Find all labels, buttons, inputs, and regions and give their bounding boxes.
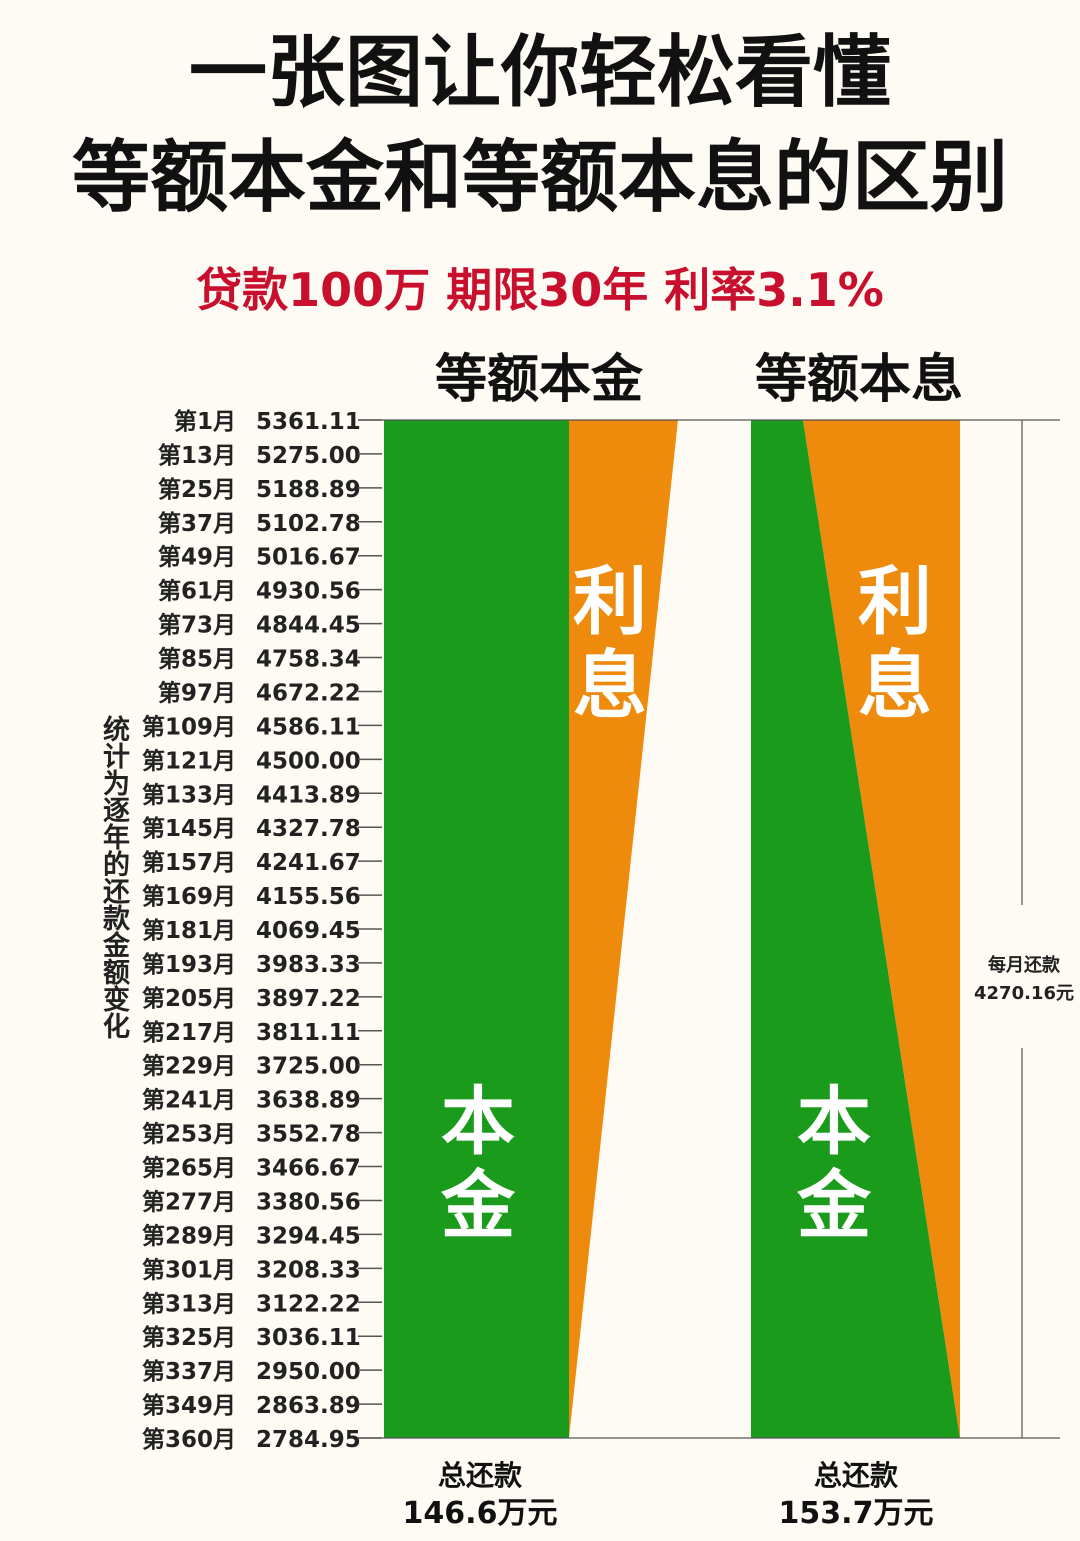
total-label: 总还款 bbox=[813, 1459, 898, 1492]
month-label: 第157月 bbox=[142, 849, 236, 876]
month-label: 第229月 bbox=[142, 1053, 236, 1080]
interest-text: 利息 bbox=[573, 559, 647, 729]
principal-text: 本金 bbox=[441, 1079, 515, 1249]
payment-value: 2950.00 bbox=[256, 1359, 361, 1385]
payment-value: 4844.45 bbox=[256, 613, 361, 639]
payment-value: 2863.89 bbox=[256, 1393, 361, 1419]
month-label: 第313月 bbox=[142, 1290, 236, 1317]
month-label: 第169月 bbox=[142, 883, 236, 910]
month-label: 第325月 bbox=[142, 1324, 236, 1351]
month-label: 第277月 bbox=[142, 1188, 236, 1215]
month-label: 第13月 bbox=[158, 442, 236, 469]
month-label: 第360月 bbox=[142, 1426, 236, 1453]
panel-title-equal-principal: 等额本金 bbox=[434, 350, 643, 410]
payment-value: 4155.56 bbox=[256, 884, 361, 910]
month-label: 第37月 bbox=[158, 510, 236, 537]
interest-area-equal-principal bbox=[569, 420, 678, 1438]
payment-value: 4930.56 bbox=[256, 579, 361, 605]
panel-title-equal-installment: 等额本息 bbox=[754, 350, 963, 410]
month-label: 第181月 bbox=[142, 917, 236, 944]
payment-value: 3638.89 bbox=[256, 1088, 361, 1114]
interest-area-equal-installment bbox=[803, 420, 960, 1438]
payment-value: 3725.00 bbox=[256, 1054, 361, 1080]
payment-value: 4758.34 bbox=[256, 647, 361, 673]
payment-value: 2784.95 bbox=[256, 1427, 361, 1453]
payment-value: 4500.00 bbox=[256, 748, 361, 774]
payment-value: 3811.11 bbox=[256, 1020, 361, 1046]
month-label: 第301月 bbox=[142, 1256, 236, 1283]
payment-value: 3552.78 bbox=[256, 1122, 361, 1148]
y-axis-label: 统计为逐年的还款金额变化 bbox=[98, 715, 129, 1039]
payment-value: 3294.45 bbox=[256, 1223, 361, 1249]
month-label: 第337月 bbox=[142, 1358, 236, 1385]
month-label: 第265月 bbox=[142, 1155, 236, 1182]
month-label: 第109月 bbox=[142, 713, 236, 740]
month-label: 第349月 bbox=[142, 1392, 236, 1419]
monthly-payment-note: 每月还款 4270.16元 bbox=[968, 952, 1080, 1008]
monthly-payment-label: 每月还款 bbox=[988, 955, 1060, 976]
principal-area-equal-installment bbox=[751, 420, 960, 1438]
payment-value: 3983.33 bbox=[256, 952, 361, 978]
payment-value: 5016.67 bbox=[256, 545, 361, 571]
payment-value: 4586.11 bbox=[256, 714, 361, 740]
month-label: 第97月 bbox=[158, 679, 236, 706]
month-label: 第1月 bbox=[174, 408, 236, 435]
month-label: 第61月 bbox=[158, 578, 236, 605]
total-label: 总还款 bbox=[437, 1459, 522, 1492]
payment-value: 3466.67 bbox=[256, 1156, 361, 1182]
principal-text: 本金 bbox=[797, 1079, 871, 1249]
month-label: 第49月 bbox=[158, 544, 236, 571]
principal-area-equal-principal bbox=[384, 420, 569, 1438]
payment-value: 4413.89 bbox=[256, 782, 361, 808]
payment-value: 4069.45 bbox=[256, 918, 361, 944]
interest-label-right: 利息 bbox=[845, 560, 945, 728]
monthly-payment-value: 4270.16元 bbox=[974, 983, 1074, 1004]
month-label: 第217月 bbox=[142, 1019, 236, 1046]
principal-label-left: 本金 bbox=[428, 1080, 528, 1248]
payment-value: 5188.89 bbox=[256, 477, 361, 503]
total-value: 146.6万元 bbox=[402, 1496, 558, 1531]
month-label: 第85月 bbox=[158, 646, 236, 673]
payment-value: 4241.67 bbox=[256, 850, 361, 876]
title-line-2: 等额本金和等额本息的区别 bbox=[71, 133, 1008, 223]
payment-value: 3380.56 bbox=[256, 1189, 361, 1215]
month-label: 第253月 bbox=[142, 1121, 236, 1148]
month-label: 第205月 bbox=[142, 985, 236, 1012]
interest-label-left: 利息 bbox=[560, 560, 660, 728]
month-label: 第193月 bbox=[142, 951, 236, 978]
month-label: 第73月 bbox=[158, 612, 236, 639]
payment-value: 5102.78 bbox=[256, 511, 361, 537]
month-label: 第145月 bbox=[142, 815, 236, 842]
month-label: 第289月 bbox=[142, 1222, 236, 1249]
payment-value: 5275.00 bbox=[256, 443, 361, 469]
total-equal-principal: 总还款 146.6万元 bbox=[380, 1458, 580, 1534]
payment-value: 3122.22 bbox=[256, 1291, 361, 1317]
total-equal-installment: 总还款 153.7万元 bbox=[756, 1458, 956, 1534]
payment-value: 4327.78 bbox=[256, 816, 361, 842]
month-label: 第25月 bbox=[158, 476, 236, 503]
principal-label-right: 本金 bbox=[784, 1080, 884, 1248]
payment-value: 3036.11 bbox=[256, 1325, 361, 1351]
title-line-1: 一张图让你轻松看懂 bbox=[188, 28, 891, 118]
total-value: 153.7万元 bbox=[778, 1496, 934, 1531]
month-label: 第241月 bbox=[142, 1087, 236, 1114]
payment-value: 5361.11 bbox=[256, 409, 361, 435]
month-label: 第121月 bbox=[142, 747, 236, 774]
payment-value: 3897.22 bbox=[256, 986, 361, 1012]
month-label: 第133月 bbox=[142, 781, 236, 808]
payment-value: 3208.33 bbox=[256, 1257, 361, 1283]
payment-value: 4672.22 bbox=[256, 680, 361, 706]
interest-text: 利息 bbox=[858, 559, 932, 729]
loan-parameters: 贷款100万 期限30年 利率3.1% bbox=[196, 263, 884, 317]
